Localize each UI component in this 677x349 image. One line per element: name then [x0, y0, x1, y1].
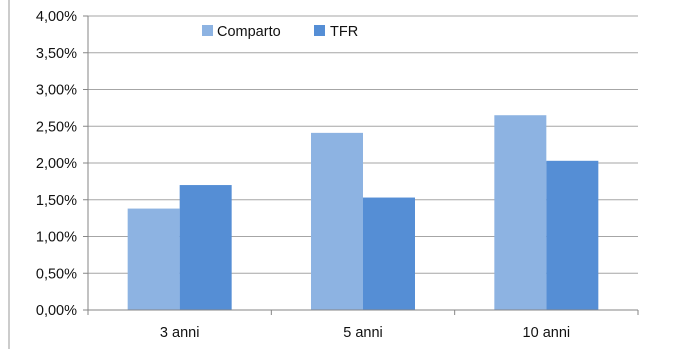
- bar-tfr-10-anni: [546, 160, 599, 310]
- bar-tfr-3-anni: [179, 185, 232, 310]
- y-tick-label: 3,00%: [36, 83, 77, 99]
- bars: [127, 115, 599, 310]
- y-tick-label: 2,50%: [36, 119, 77, 135]
- y-tick-label: 1,00%: [36, 230, 77, 246]
- x-tick-labels: 3 anni 5 anni 10 anni: [160, 325, 570, 341]
- y-tick-label: 1,50%: [36, 193, 77, 209]
- legend-label-tfr: TFR: [330, 24, 358, 40]
- bar-tfr-5-anni: [363, 197, 415, 310]
- x-tick-label: 3 anni: [160, 325, 200, 341]
- y-tick-label: 4,00%: [36, 9, 77, 25]
- legend-swatch-tfr: [314, 25, 325, 36]
- legend-label-comparto: Comparto: [217, 24, 281, 40]
- bar-comparto-3-anni: [127, 208, 180, 310]
- y-tick-labels: 0,00% 0,50% 1,00% 1,50% 2,00% 2,50% 3,00% 3,50%…: [36, 9, 77, 319]
- bar-comparto-5-anni: [311, 132, 363, 310]
- x-tick-label: 10 anni: [523, 325, 571, 341]
- y-tick-label: 0,00%: [36, 303, 77, 319]
- y-tick-label: 2,00%: [36, 156, 77, 172]
- legend: Comparto TFR: [202, 24, 358, 40]
- y-tick-label: 3,50%: [36, 46, 77, 62]
- axes: [83, 15, 639, 315]
- y-tick-label: 0,50%: [36, 266, 77, 282]
- bar-comparto-10-anni: [494, 115, 547, 310]
- legend-swatch-comparto: [202, 25, 213, 36]
- x-tick-label: 5 anni: [343, 325, 383, 341]
